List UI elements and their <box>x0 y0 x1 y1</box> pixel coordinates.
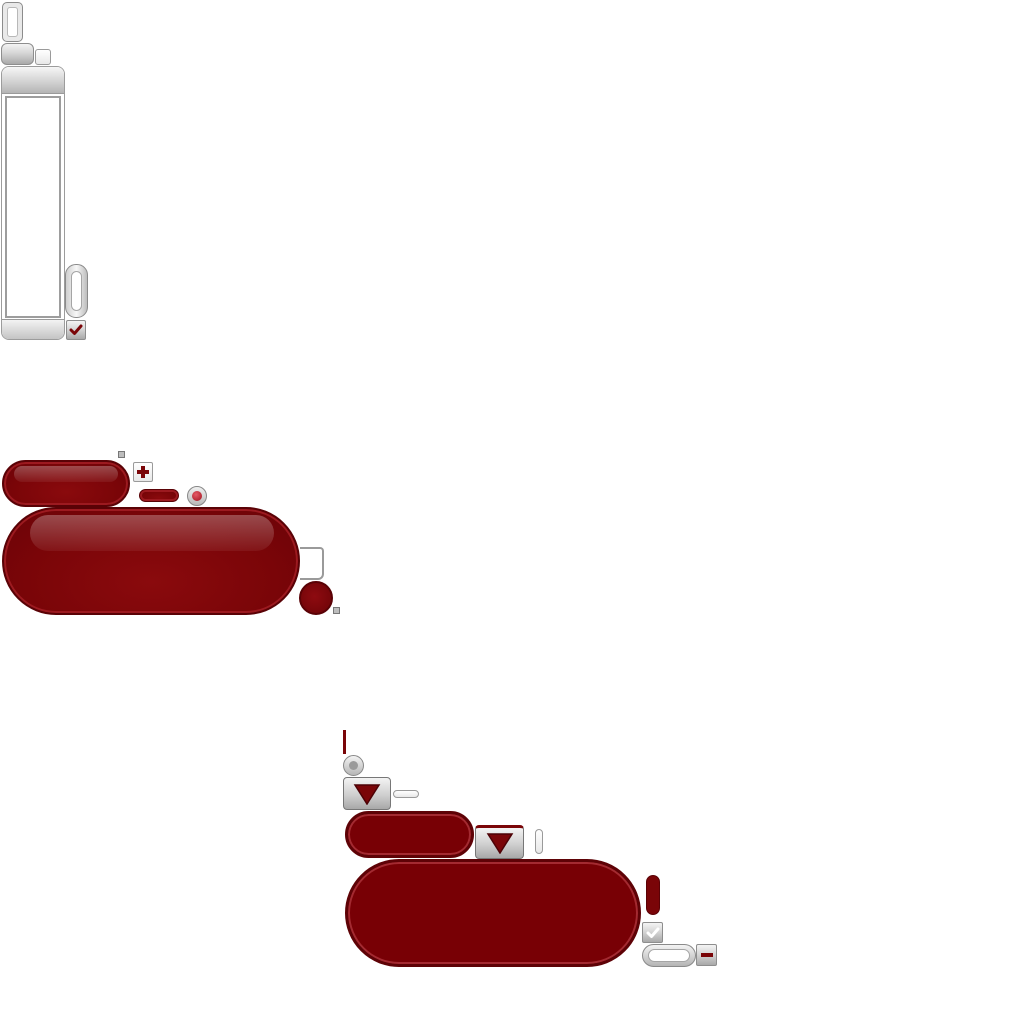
tiny-gray-square <box>333 607 340 614</box>
dropdown-button[interactable] <box>343 777 391 810</box>
silver-slider-thumb[interactable] <box>65 264 88 318</box>
red-progress-pill <box>139 489 179 502</box>
radio-dot-icon <box>349 761 358 770</box>
button-gloss <box>14 466 118 482</box>
silver-checkbox-checked[interactable] <box>66 320 86 340</box>
plus-icon <box>137 466 149 478</box>
red-vertical-pill <box>646 875 660 915</box>
silver-scroll-thumb-vertical[interactable] <box>2 2 23 42</box>
silver-thin-pill-horizontal <box>393 790 419 798</box>
pill-inner <box>648 949 690 962</box>
silver-pill-button[interactable] <box>642 944 696 967</box>
silver-checkbox-checked-disabled[interactable] <box>642 922 663 943</box>
radio-button-selected[interactable] <box>187 486 207 506</box>
silver-button-tiny[interactable] <box>35 49 51 65</box>
minus-button[interactable] <box>696 944 717 966</box>
red-flat-button-large[interactable] <box>345 859 641 967</box>
red-thin-marker <box>343 730 346 754</box>
scroll-thumb-inner <box>7 7 18 37</box>
silver-thin-pill-vertical <box>535 829 543 854</box>
red-round-button[interactable] <box>299 581 333 615</box>
radio-dot-icon <box>192 491 202 501</box>
triangle-down-icon <box>353 783 381 805</box>
red-flat-sprite-group <box>340 725 720 970</box>
red-flat-button-medium[interactable] <box>345 811 474 858</box>
silver-panel-body <box>5 96 61 318</box>
minus-icon <box>700 953 713 957</box>
white-tab-frame <box>300 547 324 580</box>
silver-radio-unselected[interactable] <box>343 755 364 776</box>
silver-sprite-group <box>0 0 100 345</box>
button-gloss <box>30 515 274 551</box>
silver-panel <box>1 66 65 340</box>
dropdown-button-pressed[interactable] <box>475 825 524 859</box>
tiny-gray-square <box>118 451 125 458</box>
silver-panel-footer <box>2 319 64 339</box>
red-glossy-button-medium[interactable] <box>2 460 130 507</box>
triangle-down-icon <box>486 833 513 854</box>
checkmark-icon <box>646 927 659 938</box>
silver-panel-header <box>2 67 64 94</box>
red-glossy-button-large[interactable] <box>2 507 300 615</box>
slider-thumb-inner <box>71 271 82 311</box>
checkmark-icon <box>69 324 83 335</box>
silver-button-small[interactable] <box>1 43 34 65</box>
plus-button[interactable] <box>133 462 153 482</box>
red-glossy-sprite-group <box>0 448 345 618</box>
